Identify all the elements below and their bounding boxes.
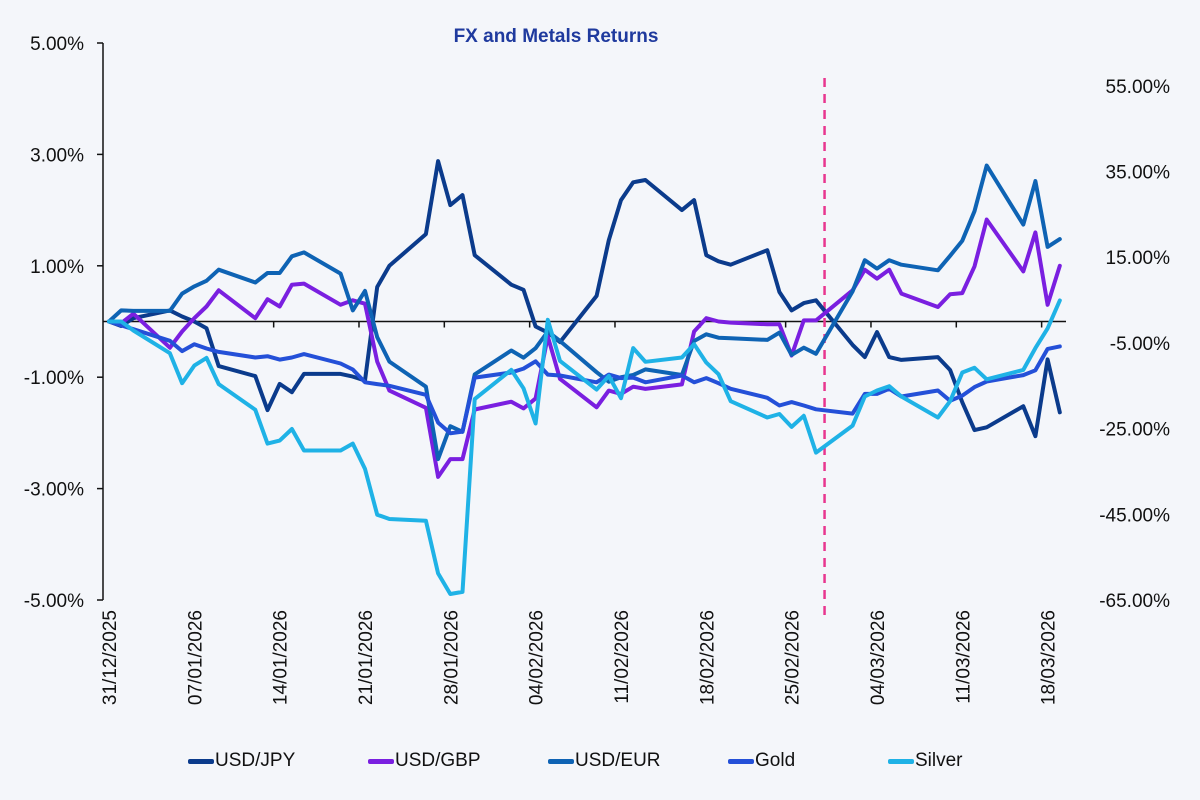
left-axis-tick-label: -1.00% xyxy=(24,368,84,389)
x-axis-tick-label: 11/03/2026 xyxy=(953,610,974,704)
legend-item: Gold xyxy=(728,746,795,776)
legend-label: Silver xyxy=(915,750,963,771)
x-axis-tick-label: 18/03/2026 xyxy=(1039,610,1060,705)
x-axis-tick-label: 18/02/2026 xyxy=(697,610,718,705)
x-axis: 31/12/2025 07/01/2026 14/01/2026 21/01/2026… xyxy=(100,320,1066,705)
legend-label: USD/JPY xyxy=(215,750,296,771)
legend-swatch xyxy=(368,758,394,764)
x-axis-tick-label: 25/02/2026 xyxy=(783,610,804,705)
legend-item: Silver xyxy=(888,746,963,776)
right-axis-tick-label: -65.00% xyxy=(1099,591,1170,612)
left-axis-tick-label: -5.00% xyxy=(24,591,84,612)
right-axis-tick-label: -25.00% xyxy=(1099,420,1170,441)
x-axis-tick-label: 11/02/2026 xyxy=(612,610,633,704)
series-group xyxy=(107,159,1062,596)
legend-swatch xyxy=(188,758,214,764)
legend-label: USD/GBP xyxy=(395,750,481,771)
left-y-axis: 5.00% 3.00% 1.00% -1.00% -3.00% -5.00% xyxy=(24,34,104,612)
right-axis-tick-label: 15.00% xyxy=(1106,248,1171,269)
left-axis-tick-label: 3.00% xyxy=(30,145,84,166)
left-axis-tick-label: 1.00% xyxy=(30,257,84,278)
right-axis-tick-label: -5.00% xyxy=(1110,334,1170,355)
x-axis-tick-label: 21/01/2026 xyxy=(356,610,377,705)
x-axis-tick-label: 04/03/2026 xyxy=(868,610,889,705)
series-line-usd-jpy xyxy=(107,159,1062,439)
left-axis-tick-label: 5.00% xyxy=(30,34,84,55)
chart-title: FX and Metals Returns xyxy=(454,26,659,47)
x-axis-tick-label: 31/12/2025 xyxy=(100,610,121,705)
x-axis-tick-label: 14/01/2026 xyxy=(271,610,292,705)
legend-swatch xyxy=(888,758,914,764)
right-axis-tick-label: 35.00% xyxy=(1106,163,1171,184)
legend-item: USD/GBP xyxy=(368,746,481,776)
x-axis-tick-label: 04/02/2026 xyxy=(527,610,548,705)
x-axis-tick-label: 07/01/2026 xyxy=(185,610,206,705)
legend-item: USD/JPY xyxy=(188,746,295,776)
legend-swatch xyxy=(548,758,574,764)
legend-label: USD/EUR xyxy=(575,750,661,771)
series-line-silver xyxy=(107,298,1062,596)
right-y-axis: 55.00% 35.00% 15.00% -5.00% -25.00% -45.00% -6… xyxy=(1099,77,1170,612)
right-axis-tick-label: 55.00% xyxy=(1106,77,1171,98)
series-line-gold xyxy=(107,319,1062,436)
left-axis-tick-label: -3.00% xyxy=(24,480,84,501)
x-axis-tick-label: 28/01/2026 xyxy=(441,610,462,705)
legend: USD/JPY USD/GBP USD/EUR Gold Silver xyxy=(0,746,1200,776)
legend-label: Gold xyxy=(755,750,796,771)
right-axis-tick-label: -45.00% xyxy=(1099,505,1170,526)
series-line-usd-gbp xyxy=(107,217,1062,479)
legend-item: USD/EUR xyxy=(548,746,661,776)
legend-swatch xyxy=(728,758,754,764)
series-line-usd-eur xyxy=(107,163,1062,462)
